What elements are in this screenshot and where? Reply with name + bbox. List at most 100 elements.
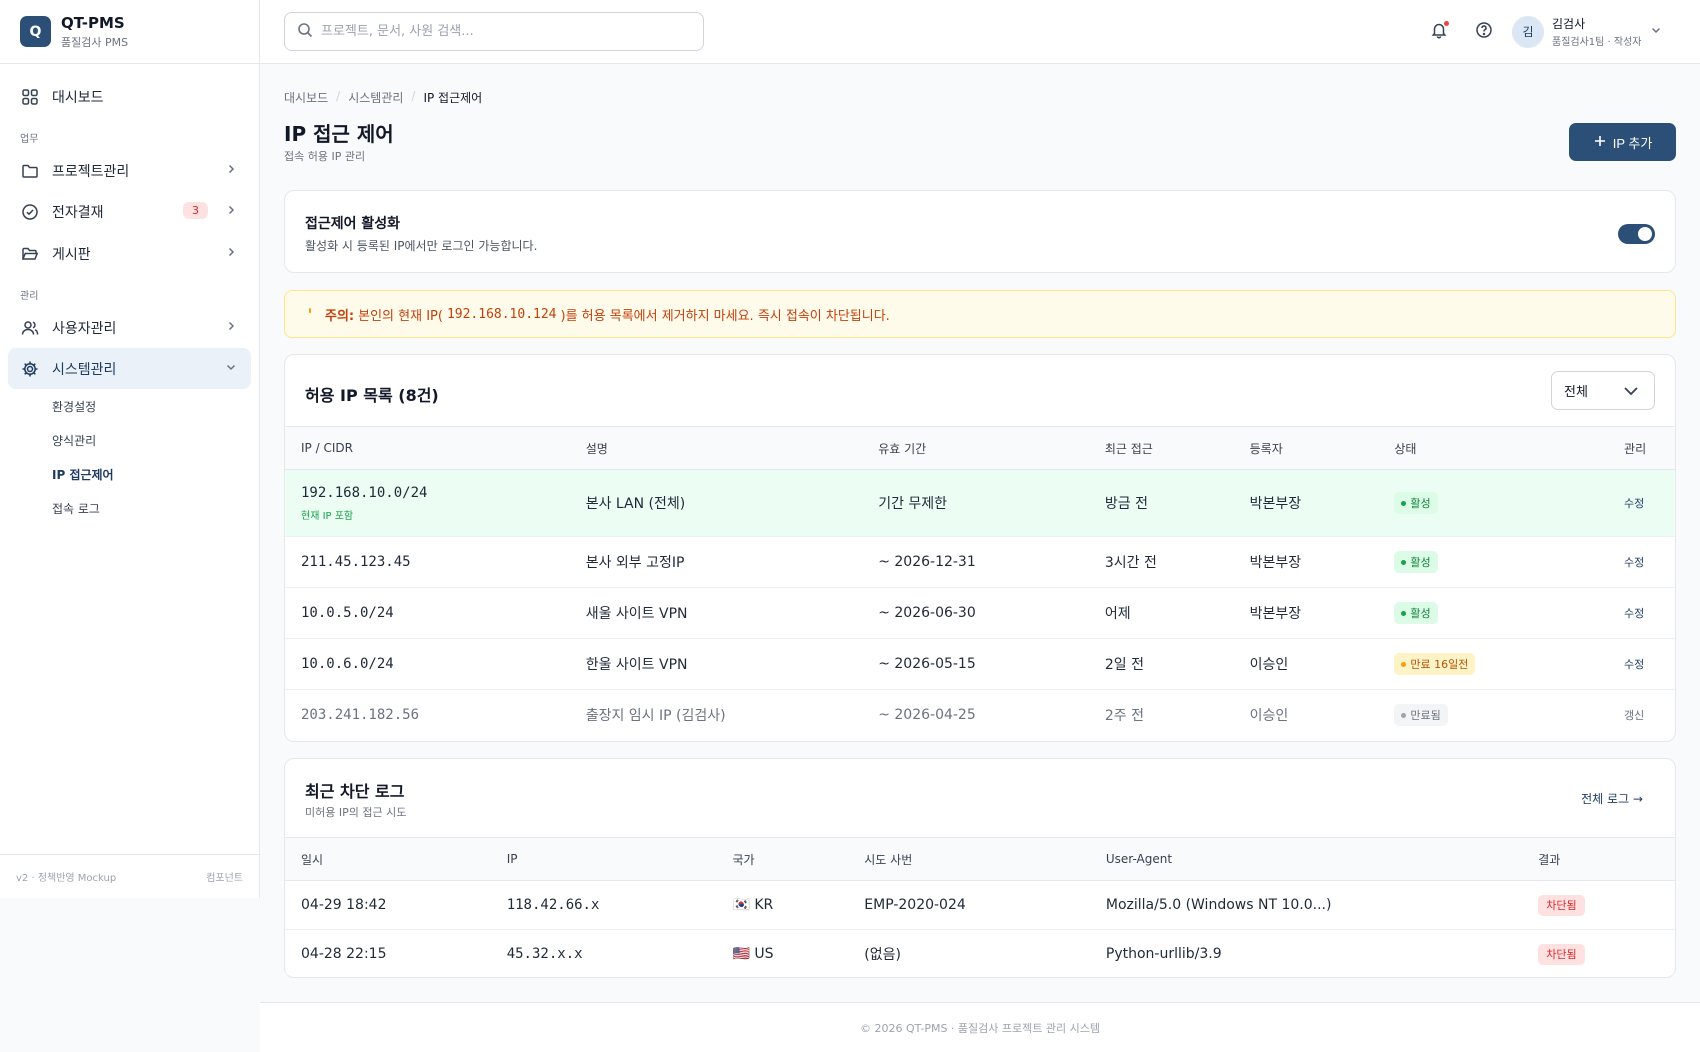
table-row[interactable]: 10.0.5.0/24 새울 사이트 VPN ~ 2026-06-30 어제 박… [285, 587, 1675, 639]
warning-icon [307, 306, 313, 322]
toggle-title: 접근제어 활성화 [305, 216, 401, 232]
table-row[interactable]: 04-28 22:15 45.32.x.x 🇺🇸 US (없음) Python-… [285, 930, 1675, 978]
col-header: IP / CIDR [285, 426, 570, 470]
sidebar-item-users[interactable]: 사용자관리 [8, 307, 251, 348]
table-row[interactable]: 10.0.6.0/24 한울 사이트 VPN ~ 2026-05-15 2일 전… [285, 638, 1675, 690]
brand-logo: Q [20, 16, 51, 47]
ip-list-table: IP / CIDR 설명 유효 기간 최근 접근 등록자 상태 관리 192.1… [285, 426, 1675, 741]
ip-value: 192.168.10.0/24 [301, 484, 428, 501]
owner-cell: 이승인 [1233, 638, 1379, 690]
col-header: 등록자 [1233, 426, 1379, 470]
period-cell: 기간 무제한 [862, 469, 1089, 537]
status-badge: 활성 [1394, 551, 1438, 573]
plus-icon [1593, 134, 1607, 151]
edit-link[interactable]: 수정 [1624, 607, 1645, 620]
blocked-badge: 차단됨 [1538, 895, 1585, 916]
users-icon [20, 318, 40, 338]
desc-cell: 출장지 임시 IP (김검사) [585, 708, 726, 725]
user-agent-cell: Python-urllib/3.9 [1105, 946, 1222, 963]
table-row[interactable]: 211.45.123.45 본사 외부 고정IP ~ 2026-12-31 3시… [285, 536, 1675, 588]
last-access-cell: 방금 전 [1088, 469, 1234, 537]
ip-cell: 211.45.123.45 [285, 536, 570, 588]
current-ip: 192.168.10.124 [446, 306, 557, 322]
renew-link[interactable]: 갱신 [1624, 709, 1645, 723]
last-access-cell: 어제 [1088, 587, 1234, 639]
check-circle-icon [20, 202, 40, 222]
search-input[interactable] [321, 24, 691, 39]
sidebar-subitem-access-log[interactable]: 접속 로그 [52, 502, 100, 516]
edit-link[interactable]: 수정 [1624, 556, 1645, 569]
user-name: 김검사 [1552, 17, 1586, 31]
access-control-toggle-card: 접근제어 활성화 활성화 시 등록된 IP에서만 로그인 가능합니다. [284, 190, 1676, 273]
status-cell: 만료됨 [1378, 690, 1608, 741]
sidebar-subitem-forms[interactable]: 양식관리 [52, 434, 97, 448]
table-row[interactable]: 04-29 18:42 118.42.66.x 🇰🇷 KR EMP-2020-0… [285, 880, 1675, 930]
status-cell: 만료 16일전 [1378, 638, 1609, 690]
sidebar-subitem-ip-access[interactable]: IP 접근제어 [52, 468, 114, 482]
ip-list-card: 허용 IP 목록 (8건) 전체 IP / CIDR 설명 유효 기간 최근 접… [284, 354, 1676, 742]
user-menu[interactable]: 김 김검사 품질검사1팀 · 작성자 [1512, 15, 1662, 48]
desc-cell: 본사 외부 고정IP [569, 536, 863, 588]
breadcrumb-item[interactable]: 대시보드 [284, 91, 329, 105]
ip-list-title: 허용 IP 목록 (8건) [305, 386, 439, 405]
add-ip-button[interactable]: IP 추가 [1569, 123, 1676, 161]
sidebar-item-approval[interactable]: 전자결재 3 [8, 191, 251, 232]
employee-cell: (없음) [864, 947, 901, 964]
last-access-cell: 3시간 전 [1088, 536, 1234, 588]
edit-link[interactable]: 수정 [1624, 658, 1645, 671]
ip-cell: 10.0.5.0/24 [285, 587, 570, 639]
sidebar-item-dashboard[interactable]: 대시보드 [8, 76, 251, 117]
sidebar-item-label: 전자결재 [52, 204, 104, 221]
chevron-down-icon [1622, 383, 1640, 403]
sidebar-subitem-settings[interactable]: 환경설정 [52, 400, 97, 414]
status-filter-select[interactable]: 전체 [1551, 371, 1655, 410]
access-control-switch[interactable] [1618, 224, 1655, 244]
ip-cell: 203.241.182.56 [301, 707, 420, 724]
folder-open-icon [20, 244, 40, 264]
time-cell: 04-28 22:15 [301, 946, 387, 963]
desc-cell: 본사 LAN (전체) [569, 469, 863, 537]
table-row[interactable]: 203.241.182.56 출장지 임시 IP (김검사) ~ 2026-04… [285, 690, 1675, 741]
block-log-card: 최근 차단 로그 미허용 IP의 접근 시도 전체 로그 → 일시 IP 국가 … [284, 758, 1676, 978]
breadcrumb-item[interactable]: 시스템관리 [348, 91, 404, 105]
breadcrumb-current: IP 접근제어 [423, 91, 483, 105]
components-link[interactable]: 컴포넌트 [206, 873, 243, 884]
period-cell: ~ 2026-04-25 [878, 707, 976, 724]
employee-cell: EMP-2020-024 [848, 880, 1090, 930]
blocked-badge: 차단됨 [1538, 944, 1585, 966]
current-ip-note: 현재 IP 포함 [301, 510, 354, 522]
search-icon [297, 22, 313, 42]
warning-text-before: 본인의 현재 IP( [358, 308, 443, 324]
col-header: 시도 사번 [848, 837, 1090, 881]
table-header-row: IP / CIDR 설명 유효 기간 최근 접근 등록자 상태 관리 [285, 426, 1675, 470]
sidebar-item-system[interactable]: 시스템관리 [8, 348, 251, 389]
period-cell: ~ 2026-06-30 [862, 587, 1089, 639]
edit-link[interactable]: 수정 [1624, 497, 1645, 510]
add-ip-button-label: IP 추가 [1612, 135, 1653, 151]
brand[interactable]: Q QT-PMS 품질검사 PMS [0, 0, 259, 64]
help-button[interactable] [1473, 21, 1495, 43]
owner-cell: 박본부장 [1233, 587, 1379, 639]
chevron-right-icon [225, 204, 237, 220]
all-logs-link[interactable]: 전체 로그 → [1581, 792, 1643, 806]
toggle-description: 활성화 시 등록된 IP에서만 로그인 가능합니다. [305, 239, 538, 253]
avatar: 김 [1512, 15, 1544, 48]
chevron-right-icon [225, 320, 237, 336]
sidebar-item-projects[interactable]: 프로젝트관리 [8, 150, 251, 191]
nav-section-admin: 관리 [20, 291, 39, 302]
sidebar-item-label: 사용자관리 [52, 320, 117, 337]
sidebar-item-label: 게시판 [52, 246, 91, 263]
sidebar-item-board[interactable]: 게시판 [8, 233, 251, 274]
result-cell: 차단됨 [1522, 930, 1675, 978]
sidebar-item-label: 프로젝트관리 [52, 163, 130, 180]
time-cell: 04-29 18:42 [285, 880, 491, 930]
table-row[interactable]: 192.168.10.0/24 현재 IP 포함 본사 LAN (전체) 기간 무… [285, 469, 1675, 537]
action-cell: 갱신 [1608, 690, 1675, 741]
ip-cell: 192.168.10.0/24 현재 IP 포함 [285, 469, 570, 537]
col-header: 설명 [569, 426, 863, 470]
notification-button[interactable] [1428, 21, 1450, 43]
owner-cell: 박본부장 [1233, 469, 1379, 537]
col-header: IP [490, 837, 717, 881]
block-log-title: 최근 차단 로그 [305, 782, 405, 801]
search-box[interactable] [284, 12, 704, 51]
